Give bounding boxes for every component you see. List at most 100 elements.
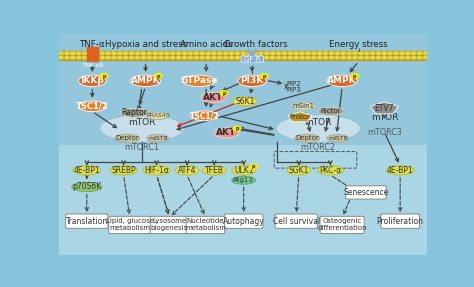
Circle shape: [124, 57, 128, 59]
Text: p: p: [156, 73, 160, 79]
Text: Amino acids: Amino acids: [180, 40, 232, 49]
Circle shape: [218, 57, 222, 59]
Ellipse shape: [73, 166, 100, 175]
Circle shape: [188, 57, 192, 59]
Text: p: p: [353, 73, 356, 79]
Circle shape: [371, 57, 374, 59]
Ellipse shape: [238, 75, 266, 87]
FancyBboxPatch shape: [109, 216, 151, 234]
Circle shape: [100, 52, 104, 55]
FancyBboxPatch shape: [241, 56, 264, 62]
Ellipse shape: [182, 75, 215, 87]
Circle shape: [259, 57, 263, 59]
Circle shape: [383, 52, 386, 55]
Circle shape: [129, 57, 134, 59]
Circle shape: [165, 57, 169, 59]
Bar: [59, 56, 427, 60]
Ellipse shape: [146, 135, 169, 142]
Circle shape: [94, 52, 99, 55]
Text: S6K1: S6K1: [235, 97, 255, 106]
FancyBboxPatch shape: [275, 214, 317, 228]
FancyBboxPatch shape: [186, 216, 225, 234]
Circle shape: [271, 57, 275, 59]
Text: Cell survival: Cell survival: [273, 217, 320, 226]
Text: PKC-α: PKC-α: [319, 166, 341, 175]
Ellipse shape: [327, 135, 349, 142]
Text: p70S6K: p70S6K: [72, 183, 101, 191]
Circle shape: [71, 57, 75, 59]
Circle shape: [200, 52, 204, 55]
Ellipse shape: [191, 111, 218, 121]
Circle shape: [271, 52, 275, 55]
Ellipse shape: [79, 75, 106, 87]
Circle shape: [259, 52, 263, 55]
Circle shape: [306, 57, 310, 59]
Text: 4E-BP1: 4E-BP1: [73, 166, 100, 175]
Text: TSC1/2: TSC1/2: [190, 111, 219, 120]
Text: Deptor: Deptor: [295, 135, 319, 141]
Text: mlST8: mlST8: [328, 136, 347, 141]
Circle shape: [124, 52, 128, 55]
Text: SGK1: SGK1: [289, 166, 309, 175]
Circle shape: [394, 57, 398, 59]
Circle shape: [59, 52, 63, 55]
Text: TNF-α: TNF-α: [80, 40, 105, 49]
Text: p: p: [235, 126, 238, 131]
Circle shape: [376, 52, 381, 55]
Circle shape: [65, 52, 69, 55]
Circle shape: [283, 52, 286, 55]
Circle shape: [312, 57, 316, 59]
Text: ATF4: ATF4: [178, 166, 196, 175]
Text: TFEB: TFEB: [205, 166, 224, 175]
Circle shape: [351, 73, 359, 78]
Circle shape: [353, 57, 357, 59]
FancyBboxPatch shape: [346, 186, 386, 199]
Circle shape: [276, 52, 281, 55]
Circle shape: [365, 52, 369, 55]
FancyBboxPatch shape: [224, 214, 263, 228]
Circle shape: [154, 73, 162, 78]
Text: AMPK: AMPK: [131, 76, 160, 85]
Text: p: p: [252, 164, 255, 169]
Circle shape: [265, 52, 269, 55]
Text: mTOR: mTOR: [304, 118, 332, 127]
Circle shape: [241, 57, 246, 59]
Circle shape: [288, 52, 292, 55]
Ellipse shape: [318, 107, 344, 116]
Circle shape: [100, 57, 104, 59]
Bar: [87, 47, 98, 61]
Text: TNF-αR: TNF-αR: [82, 63, 103, 68]
Circle shape: [400, 52, 404, 55]
Circle shape: [153, 57, 157, 59]
Ellipse shape: [202, 166, 226, 175]
Ellipse shape: [295, 134, 319, 142]
Text: ULK1: ULK1: [234, 166, 254, 175]
Circle shape: [306, 52, 310, 55]
Text: ETV7: ETV7: [374, 104, 394, 113]
Circle shape: [218, 52, 222, 55]
Text: GTPase: GTPase: [180, 76, 218, 85]
Circle shape: [353, 52, 357, 55]
FancyBboxPatch shape: [381, 214, 419, 228]
Circle shape: [206, 57, 210, 59]
Circle shape: [412, 52, 416, 55]
Ellipse shape: [386, 166, 414, 175]
Circle shape: [177, 52, 181, 55]
Text: GF R: GF R: [244, 56, 260, 62]
Ellipse shape: [276, 115, 360, 142]
Text: mTOR: mTOR: [371, 113, 398, 122]
Circle shape: [318, 57, 322, 59]
Text: mTORC1: mTORC1: [125, 143, 159, 152]
Text: mTOR: mTOR: [128, 118, 155, 127]
Circle shape: [147, 52, 151, 55]
Text: PRAS40: PRAS40: [146, 113, 170, 118]
Text: Raptor: Raptor: [122, 108, 147, 117]
Text: Nucleotide
metabolism: Nucleotide metabolism: [185, 218, 226, 231]
Text: Protor: Protor: [290, 114, 310, 120]
Text: AMPK: AMPK: [327, 76, 357, 85]
Circle shape: [283, 57, 286, 59]
Circle shape: [129, 52, 134, 55]
Circle shape: [253, 52, 257, 55]
Circle shape: [106, 57, 110, 59]
Text: Atg13: Atg13: [233, 177, 254, 183]
